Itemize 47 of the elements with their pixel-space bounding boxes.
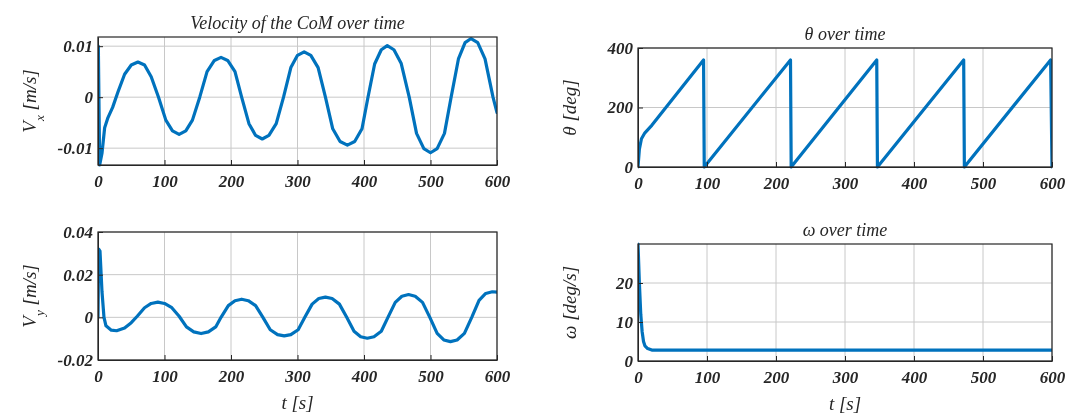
x-tick-label: 300 xyxy=(284,171,312,191)
y-axis-title: θ [deg] xyxy=(559,79,580,136)
x-tick-label: 500 xyxy=(418,171,445,191)
x-tick-label: 400 xyxy=(350,171,378,191)
y-tick-label: 0.02 xyxy=(63,265,94,285)
x-tick-label: 100 xyxy=(152,171,179,191)
x-tick-label: 200 xyxy=(762,367,790,387)
y-tick-label: 0 xyxy=(84,308,94,328)
x-tick-label: 500 xyxy=(970,173,997,193)
y-tick-label: 10 xyxy=(616,312,634,332)
x-tick-label: 600 xyxy=(484,366,511,386)
y-tick-label: 0.01 xyxy=(63,37,93,57)
x-tick-label: 600 xyxy=(1039,367,1066,387)
y-tick-label: 0.04 xyxy=(63,222,93,242)
x-tick-label: 200 xyxy=(762,173,790,193)
x-tick-label: 500 xyxy=(970,367,997,387)
y-tick-label: 200 xyxy=(606,98,634,118)
x-tick-label: 400 xyxy=(900,367,928,387)
chart-title: Velocity of the CoM over time xyxy=(190,13,405,33)
chart-title: ω over time xyxy=(802,220,888,240)
x-tick-label: 400 xyxy=(900,173,928,193)
y-tick-label: 400 xyxy=(606,38,634,58)
x-tick-label: 300 xyxy=(831,173,859,193)
line-series xyxy=(98,247,497,344)
y-tick-label: 0 xyxy=(84,88,94,108)
y-tick-label: 0 xyxy=(624,157,634,177)
y-axis-title: ω [deg/s] xyxy=(559,265,580,340)
x-tick-label: 300 xyxy=(284,366,312,386)
x-tick-label: 600 xyxy=(1039,173,1066,193)
line-series xyxy=(638,242,1052,352)
x-tick-label: 600 xyxy=(484,171,511,191)
y-tick-label: 20 xyxy=(615,273,634,293)
x-tick-label: 100 xyxy=(694,367,721,387)
x-tick-label: 400 xyxy=(350,366,378,386)
x-axis-title: t [s] xyxy=(828,393,862,414)
x-tick-label: 500 xyxy=(418,366,445,386)
x-tick-label: 200 xyxy=(217,366,245,386)
x-axis-title: t [s] xyxy=(281,392,314,413)
x-tick-label: 200 xyxy=(217,171,245,191)
line-series xyxy=(98,36,497,167)
y-tick-label: -0.02 xyxy=(57,350,94,370)
x-tick-label: 100 xyxy=(152,366,179,386)
x-tick-label: 300 xyxy=(831,367,859,387)
y-tick-label: -0.01 xyxy=(57,139,93,159)
y-tick-label: 0 xyxy=(624,351,634,371)
chart-title: θ over time xyxy=(804,24,886,44)
x-tick-label: 100 xyxy=(694,173,721,193)
